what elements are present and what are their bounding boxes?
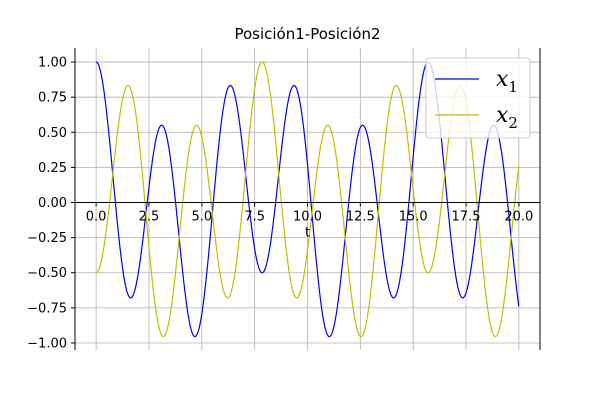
x-tick-label-2: 5.0 — [191, 210, 212, 225]
x-tick-label-0: 0.0 — [86, 210, 107, 225]
legend-label-x2: x2 — [496, 103, 518, 132]
y-tick-label-7: −0.75 — [27, 301, 67, 316]
x-axis-label: t — [305, 226, 310, 241]
x-tick-label-4: 10.0 — [293, 210, 322, 225]
x-tick-label-8: 20.0 — [504, 210, 533, 225]
y-tick-label-6: −0.50 — [27, 266, 67, 281]
x-tick-label-5: 12.5 — [346, 210, 375, 225]
tick-labels: 1.00 0.75 0.50 0.25 0.00 −0.25 −0.50 −0.75 −1.00… — [27, 56, 533, 352]
y-tick-label-5: −0.25 — [27, 231, 67, 246]
x-tick-label-7: 17.5 — [452, 210, 481, 225]
y-tick-label-3: 0.25 — [38, 161, 67, 176]
legend-label-x1: x1 — [496, 67, 518, 96]
x-tick-label-1: 2.5 — [139, 210, 160, 225]
chart-title: Posición1-Posición2 — [234, 25, 380, 43]
axes — [71, 48, 541, 350]
y-tick-label-0: 1.00 — [38, 56, 67, 71]
y-tick-label-1: 0.75 — [38, 91, 67, 106]
x-tick-label-3: 7.5 — [244, 210, 265, 225]
y-tick-label-2: 0.50 — [38, 126, 67, 141]
x-tick-label-6: 15.0 — [399, 210, 428, 225]
y-tick-label-8: −1.00 — [27, 336, 67, 351]
series-line-x1 — [96, 61, 520, 338]
series-line-x2 — [96, 61, 520, 338]
series-layer — [96, 61, 520, 338]
legend-frame — [425, 57, 531, 139]
y-tick-label-4: 0.00 — [38, 196, 67, 211]
